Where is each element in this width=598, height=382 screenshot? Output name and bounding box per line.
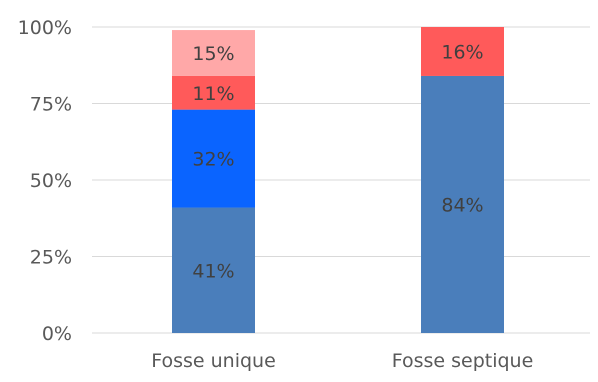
bar-segment — [421, 27, 504, 76]
gridlines — [92, 26, 590, 334]
bar-data-label: 16% — [441, 41, 483, 63]
data-labels: 41% 32% 11% 15% 84% 16% — [192, 41, 483, 282]
y-tick-label: 0% — [42, 323, 72, 345]
bar-segment — [172, 207, 255, 333]
y-tick-label: 25% — [30, 247, 72, 269]
bar-data-label: 32% — [192, 149, 234, 171]
y-tick-label: 75% — [30, 94, 72, 116]
bar-data-label: 15% — [192, 43, 234, 65]
x-tick-label: Fosse septique — [392, 350, 534, 372]
bar-segment — [172, 75, 255, 110]
bars — [172, 27, 504, 334]
bar-data-label: 84% — [441, 194, 483, 216]
bar-segment — [172, 30, 255, 76]
y-tick-label: 50% — [30, 170, 72, 192]
y-axis-ticks: 0% 25% 50% 75% 100% — [18, 17, 72, 345]
bar-segment — [421, 75, 504, 334]
x-axis-ticks: Fosse unique Fosse septique — [151, 350, 533, 372]
x-tick-label: Fosse unique — [151, 350, 276, 372]
y-tick-label: 100% — [18, 17, 72, 39]
bar-segment — [172, 109, 255, 208]
bar-data-label: 11% — [192, 83, 234, 105]
bar-data-label: 41% — [192, 260, 234, 282]
